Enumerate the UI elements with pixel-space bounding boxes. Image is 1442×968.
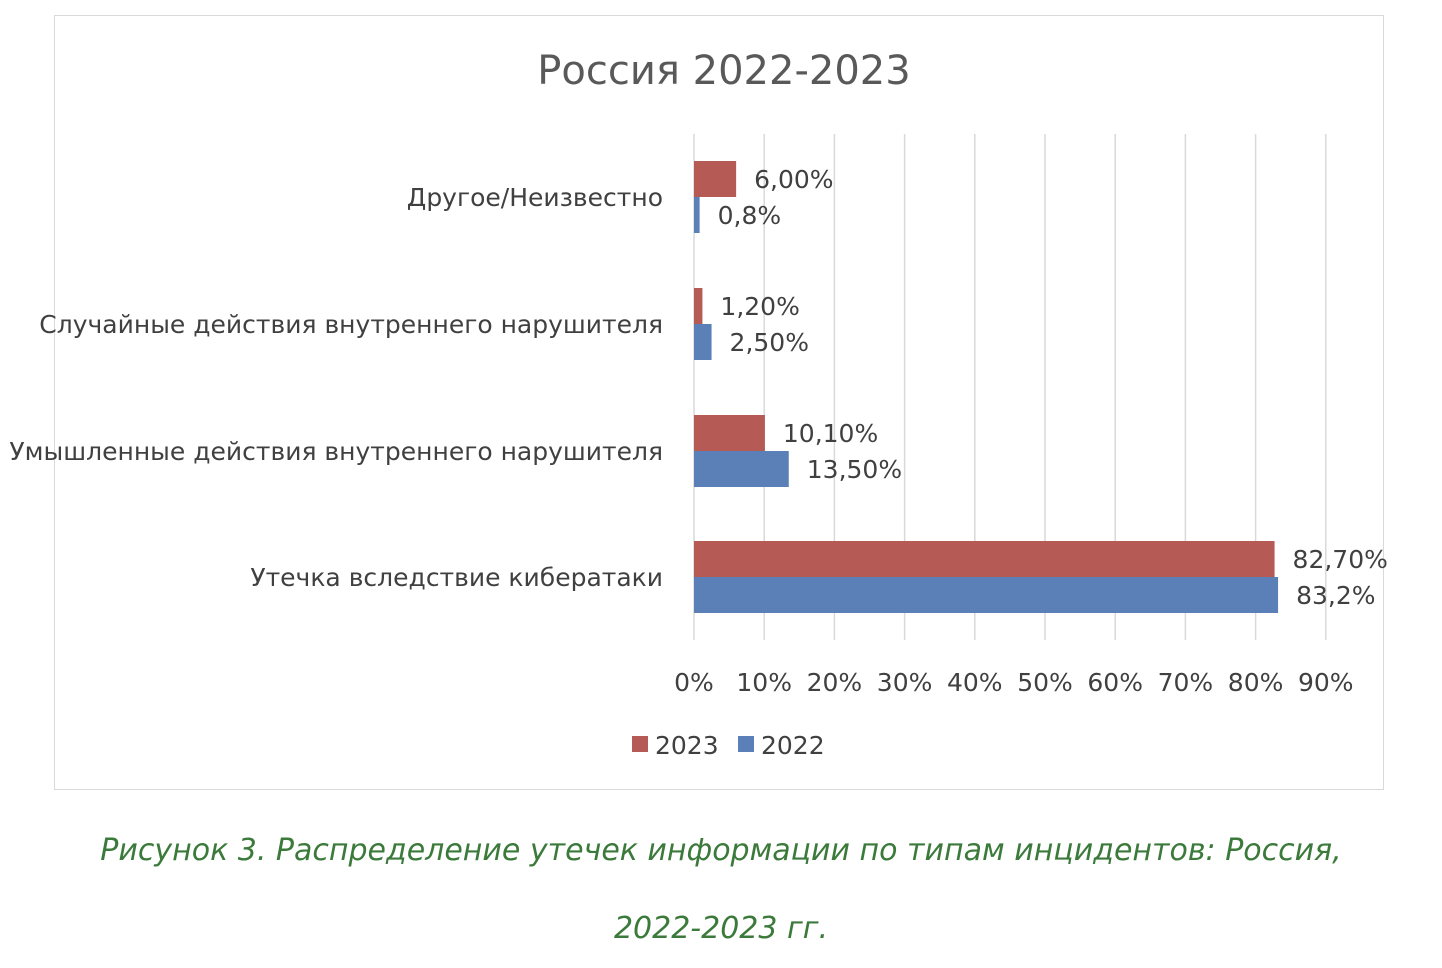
caption-line-2: 2022-2023 гг. xyxy=(613,911,829,946)
bar-2023 xyxy=(694,288,703,324)
figure-caption: Рисунок 3. Распределение утечек информац… xyxy=(0,812,1442,968)
bar-2023 xyxy=(694,541,1275,577)
data-label-2023: 1,20% xyxy=(720,292,799,321)
bar-2022 xyxy=(694,197,700,233)
category-label: Другое/Неизвестно xyxy=(407,183,663,212)
data-label-2023: 10,10% xyxy=(783,419,878,448)
x-tick-label: 50% xyxy=(1017,668,1073,697)
bar-2022 xyxy=(694,324,712,360)
category-label: Умышленные действия внутреннего нарушите… xyxy=(9,437,663,466)
caption-line-1: Рисунок 3. Распределение утечек информац… xyxy=(100,833,1342,868)
data-label-2023: 6,00% xyxy=(754,165,833,194)
x-tick-label: 60% xyxy=(1087,668,1143,697)
data-label-2022: 83,2% xyxy=(1296,581,1375,610)
data-label-2023: 82,70% xyxy=(1293,545,1388,574)
x-tick-label: 30% xyxy=(877,668,933,697)
chart: Россия 2022-2023 0% 10% 20% 30% 40% 50% 60% 70% 8… xyxy=(9,48,1388,760)
bar-2023 xyxy=(694,161,737,197)
data-label-2022: 2,50% xyxy=(730,328,809,357)
x-tick-label: 90% xyxy=(1298,668,1354,697)
chart-title: Россия 2022-2023 xyxy=(537,48,910,94)
category-label: Утечка вследствие кибератаки xyxy=(250,563,663,592)
x-tick-label: 0% xyxy=(674,668,714,697)
x-tick-label: 80% xyxy=(1228,668,1284,697)
x-tick-label: 70% xyxy=(1158,668,1214,697)
category-label: Случайные действия внутреннего нарушител… xyxy=(39,310,663,339)
legend-swatch-2022 xyxy=(738,736,754,752)
chart-frame xyxy=(54,15,1384,790)
x-tick-label: 20% xyxy=(807,668,863,697)
bar-2023 xyxy=(694,415,765,451)
x-tick-label: 10% xyxy=(736,668,792,697)
data-label-2022: 13,50% xyxy=(807,455,902,484)
bar-2022 xyxy=(694,577,1279,613)
legend-swatch-2023 xyxy=(632,736,648,752)
bar-2022 xyxy=(694,451,789,487)
legend-label-2022: 2022 xyxy=(761,731,825,760)
legend-label-2023: 2023 xyxy=(655,731,719,760)
x-tick-label: 40% xyxy=(947,668,1003,697)
data-label-2022: 0,8% xyxy=(718,201,782,230)
